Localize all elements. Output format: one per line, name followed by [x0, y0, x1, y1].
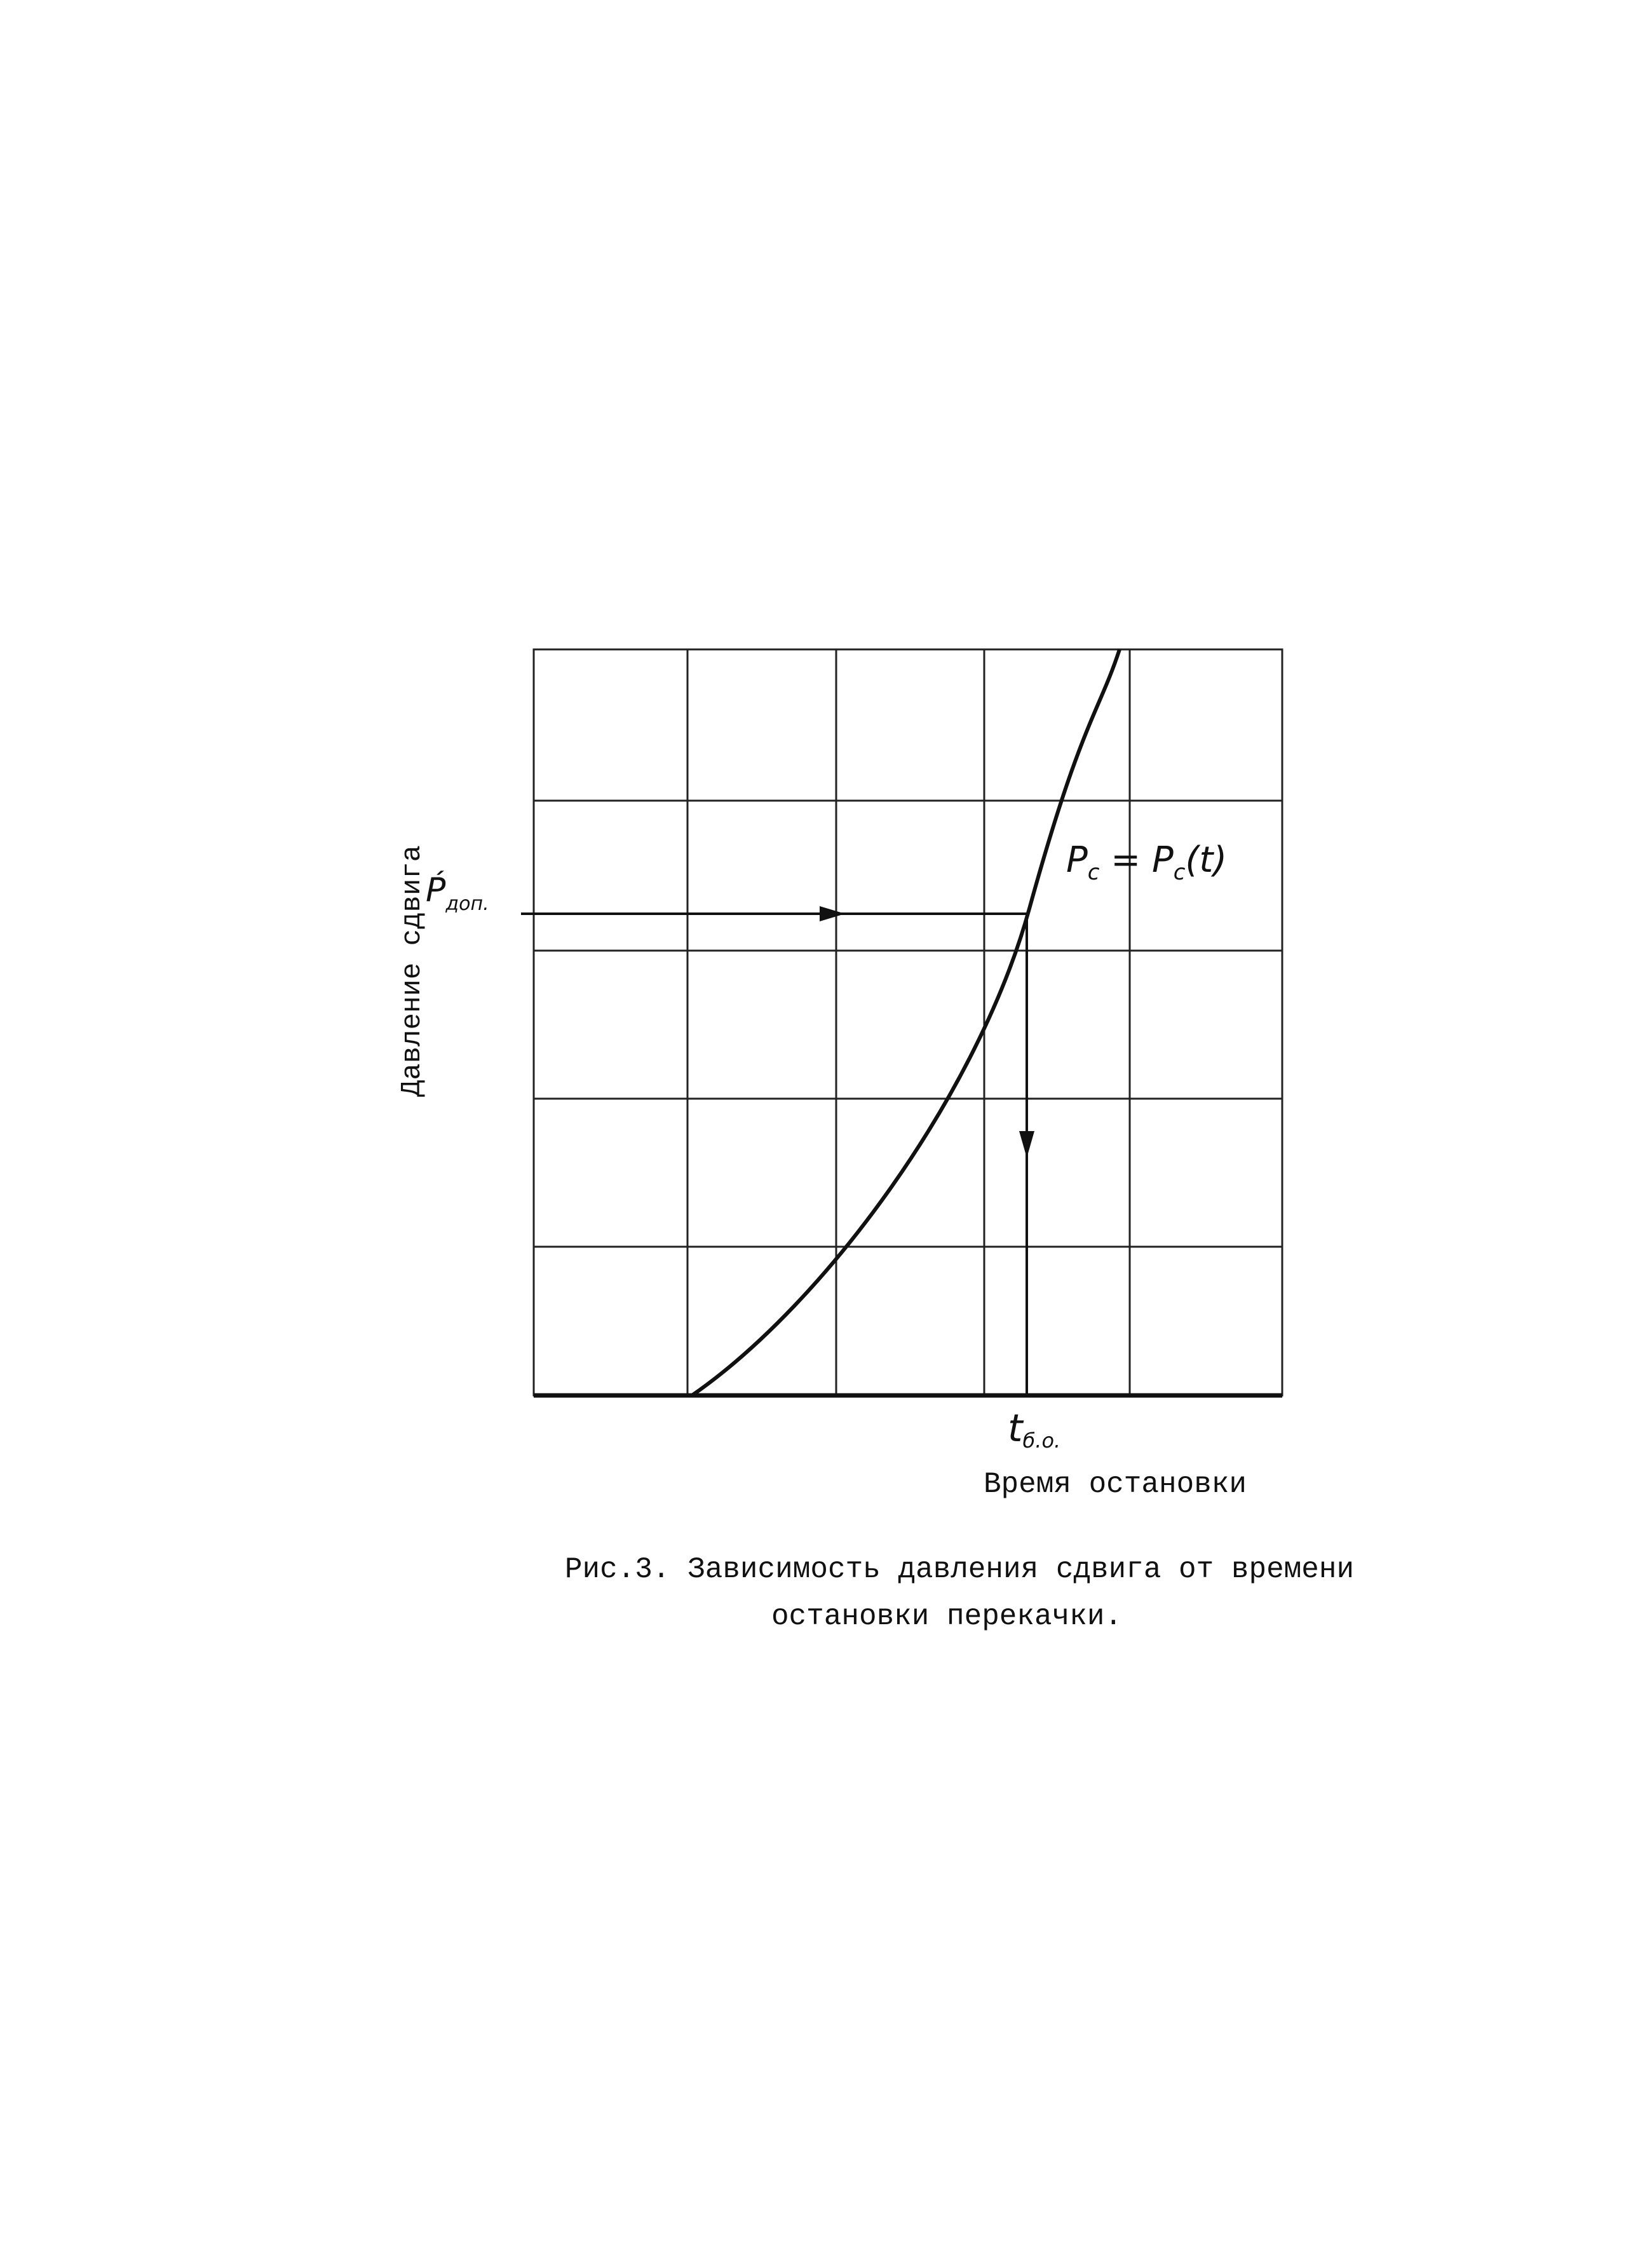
curve	[691, 649, 1121, 1397]
p-sub: доп.	[445, 893, 489, 915]
curve-lhs: P	[1066, 839, 1088, 881]
t-sub: б.о.	[1023, 1428, 1061, 1453]
caption-line: остановки перекачки.	[771, 1600, 1122, 1633]
curve-lhs-sub: c	[1088, 860, 1100, 885]
curve-eq: =	[1099, 839, 1152, 881]
curve-arg: (t)	[1186, 839, 1228, 881]
caption-line: Рис.3. Зависимость давления сдвига от вр…	[565, 1553, 1354, 1586]
y-axis-label: Давление сдвига	[396, 845, 428, 1097]
p-main: Ṕ	[426, 871, 446, 909]
curve-label: Pc = Pc(t)	[1066, 839, 1227, 885]
curve-rhs: P	[1152, 839, 1174, 881]
t-main: t	[1008, 1406, 1024, 1451]
arrow	[820, 906, 845, 921]
chart-frame	[521, 648, 1283, 1398]
x-axis-label: Время остановки	[984, 1468, 1247, 1501]
curve-rhs-sub: c	[1174, 860, 1186, 885]
t-label: tб.о.	[1008, 1406, 1060, 1453]
arrow	[1019, 1131, 1034, 1158]
p-label: Ṕдоп.	[426, 871, 489, 915]
